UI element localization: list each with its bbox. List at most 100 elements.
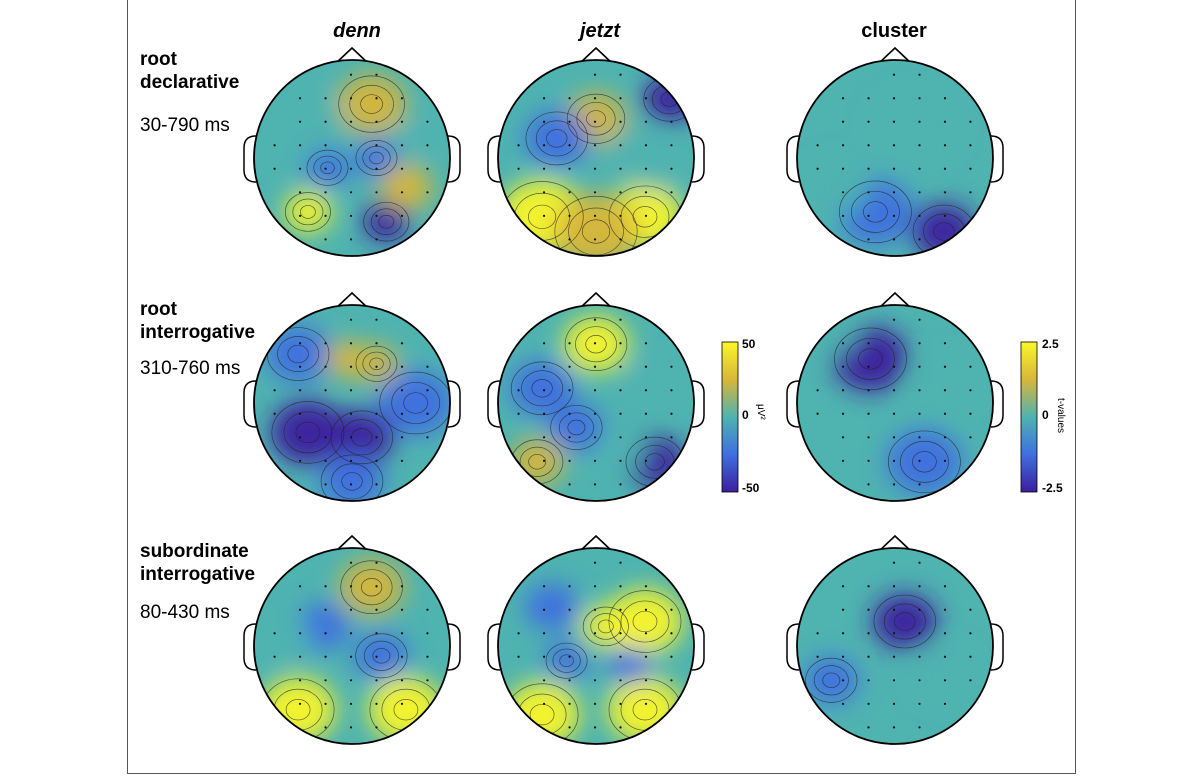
electrode-dot [619,342,622,345]
electrode-dot [568,436,571,439]
field-blob [270,399,346,465]
electrode-dot [273,412,276,415]
electrode-dot [593,191,597,194]
contour-line [883,603,926,640]
topomap-r2-c1 [487,534,705,745]
electrode-dot [867,167,870,170]
electrode-dot [918,702,921,705]
electrode-dot [892,214,896,217]
topomap-r0-c2 [786,46,1004,257]
contour-line [349,84,394,124]
electrode-dot [426,608,429,611]
row-time-root-interrogative: 310-760 ms [140,358,241,379]
electrode-dot [670,412,673,415]
contour-line [271,401,345,464]
row-time-root-declarative: 30-790 ms [140,115,230,136]
electrode-dot [969,120,972,123]
electrode-dot [892,318,896,321]
topomap-r1-c1 [487,291,705,502]
field-blob [339,559,404,616]
electrode-dot [943,702,947,705]
head-outline [253,59,451,257]
contour-line [585,335,607,354]
electrode-dot [324,459,327,462]
contour-line [545,642,588,679]
electrode-dot [375,436,378,439]
electrode-dot [568,97,571,100]
electrode-dot [918,214,921,217]
electrode-dot [644,608,648,611]
contour-line [851,190,900,233]
electrode-dot [892,365,896,368]
electrode-dot [298,679,302,682]
electrode-dot [867,365,870,368]
electrode-dot [273,632,276,635]
field-blob [552,194,640,256]
electrode-dot [619,120,622,123]
topomap-field [254,305,450,501]
field-blob [337,74,407,134]
electrode-dot [867,655,870,658]
electrode-dot [349,144,353,147]
electrode-dot [867,412,870,415]
electrode-dot [324,702,327,705]
electrode-dot [568,726,571,729]
electrode-dot [568,483,571,486]
figure-frame [127,0,1076,774]
topomap-field [797,548,993,744]
electrode-dot [841,167,845,170]
contour-line [558,412,594,443]
electrode-dot [943,679,947,682]
electrode-dot [841,608,845,611]
electrode-dot [841,655,845,658]
field-blob [563,316,629,373]
right-ear [990,135,1004,183]
field-blobs [256,559,444,743]
electrode-dot [426,167,429,170]
contour-line [528,454,547,470]
electrode-dot [542,632,546,635]
electrode-dot [400,342,404,345]
electrode-dot [644,97,648,100]
contour-line [521,370,564,407]
electrode-dot [375,167,378,170]
left-ear [487,135,501,183]
electrode-dot [298,342,302,345]
electrode-dot [841,342,845,345]
electrode-dot [349,191,353,194]
electrode-dot [568,702,571,705]
electrode-dot [619,412,622,415]
electrode-dot [400,120,404,123]
field-blobs [504,583,683,744]
electrode-dot [426,655,429,658]
topomap-r1-c0 [243,291,461,502]
electrode-dot [349,608,353,611]
row-time-subordinate-interrogative: 80-430 ms [140,602,230,623]
field-blobs [509,316,685,488]
electrode-dot [943,97,947,100]
electrode-dot [619,702,622,705]
electrode-dot [349,679,353,682]
electrode-dot [943,342,947,345]
electrode-dot [324,214,327,217]
electrode-dot [644,214,648,217]
electrode-dot [619,97,622,100]
field-blob [362,201,411,243]
electrode-dot [841,585,845,588]
topomap-field [498,305,694,501]
contour-line [378,214,395,229]
electrode-dot [542,389,546,392]
contour-line [564,317,628,372]
contour-line [566,93,626,144]
electrode-dot [670,679,673,682]
electrode-dot [349,655,353,658]
contour-line [525,111,589,166]
electrode-dot [593,167,597,170]
field-blob [378,164,433,211]
contour-line [575,326,617,363]
electrode-dot [349,214,353,217]
electrode-dot [918,365,921,368]
electrode-dot [943,655,947,658]
field-blob [549,404,604,451]
electrode-dot [349,632,353,635]
